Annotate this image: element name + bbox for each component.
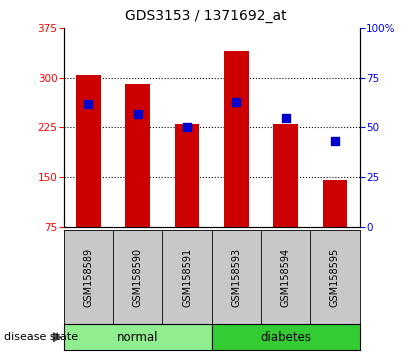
Text: GDS3153 / 1371692_at: GDS3153 / 1371692_at <box>125 9 286 23</box>
Text: normal: normal <box>117 331 158 344</box>
Bar <box>175 124 199 227</box>
Point <box>233 99 240 104</box>
Bar <box>273 124 298 227</box>
Bar <box>323 180 347 227</box>
Text: disease state: disease state <box>4 332 78 342</box>
Bar <box>76 75 101 227</box>
Point <box>332 138 338 144</box>
Text: GSM158594: GSM158594 <box>281 247 291 307</box>
Point <box>282 115 289 120</box>
Bar <box>212 324 360 350</box>
Bar <box>64 324 212 350</box>
Text: diabetes: diabetes <box>260 331 311 344</box>
Text: GSM158595: GSM158595 <box>330 247 340 307</box>
Point <box>85 101 92 107</box>
Bar <box>125 84 150 227</box>
Point <box>184 125 190 130</box>
Bar <box>224 51 249 227</box>
Text: GSM158589: GSM158589 <box>83 247 93 307</box>
Text: GSM158591: GSM158591 <box>182 247 192 307</box>
Text: GSM158593: GSM158593 <box>231 247 241 307</box>
Point <box>134 111 141 116</box>
Text: GSM158590: GSM158590 <box>133 247 143 307</box>
